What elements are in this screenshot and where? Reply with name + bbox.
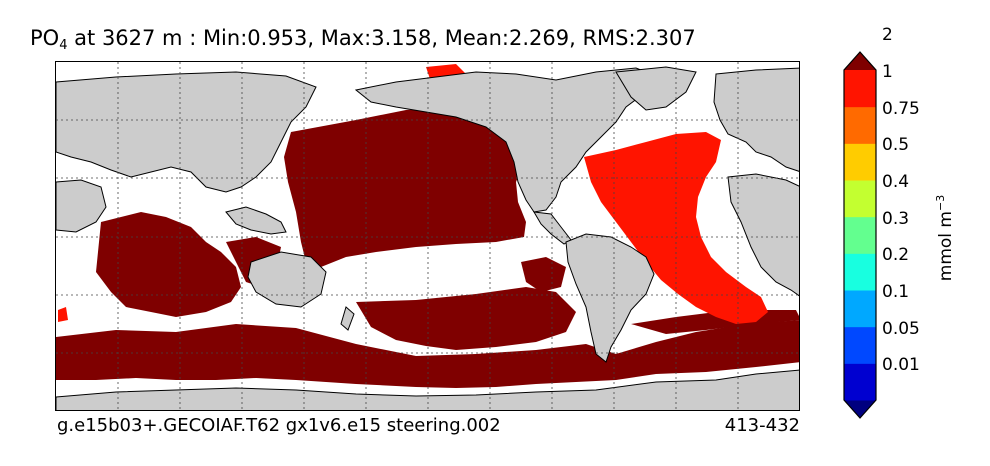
land-new-zealand bbox=[340, 306, 355, 331]
colorbar-tick-label: 0.1 bbox=[882, 282, 910, 302]
land-africa bbox=[727, 173, 799, 297]
indian-ocean-field bbox=[96, 212, 241, 317]
plot-title: PO4 at 3627 m : Min:0.953, Max:3.158, Me… bbox=[30, 26, 696, 53]
colorbar-tick-label: 0.5 bbox=[882, 135, 910, 156]
pacific-field bbox=[284, 107, 536, 267]
land-asia-west bbox=[56, 71, 317, 193]
years-caption: 413-432 bbox=[724, 415, 800, 436]
colorbar-extend-max bbox=[844, 52, 876, 70]
colorbar-band bbox=[844, 326, 876, 364]
land-africa-west bbox=[56, 179, 107, 233]
colorbar-tick-label: 0.75 bbox=[882, 98, 920, 119]
land-south-america bbox=[565, 233, 655, 363]
units-exponent: −3 bbox=[934, 194, 948, 211]
land-maritime-se-asia bbox=[225, 206, 287, 235]
colorbar-tick-label: 0.3 bbox=[882, 208, 910, 229]
colorbar-tick-label: 0.05 bbox=[882, 318, 920, 339]
colorbar-band bbox=[844, 363, 876, 401]
title-variable: PO bbox=[30, 26, 60, 50]
colorbar-band bbox=[844, 143, 876, 181]
colorbar-band bbox=[844, 216, 876, 254]
map-panel bbox=[55, 61, 800, 411]
graticule bbox=[56, 62, 799, 410]
south-pacific-field bbox=[356, 287, 576, 350]
units-text: mmol m bbox=[935, 211, 956, 282]
colorbar-tick-label: 2 bbox=[882, 25, 893, 46]
colorbar-band bbox=[844, 290, 876, 328]
east-pacific-field bbox=[521, 257, 566, 292]
colorbar bbox=[843, 51, 877, 419]
colorbar-bands bbox=[844, 52, 876, 418]
colorbar-tick-label: 0.4 bbox=[882, 172, 910, 192]
colorbar-extend-min bbox=[844, 400, 876, 418]
colorbar-tick-label: 0.2 bbox=[882, 245, 910, 266]
world-map bbox=[56, 62, 799, 410]
title-variable-subscript: 4 bbox=[59, 38, 68, 53]
colorbar-band bbox=[844, 180, 876, 218]
land-antarctica bbox=[56, 369, 799, 410]
colorbar-band bbox=[844, 253, 876, 291]
land-australia bbox=[247, 251, 327, 308]
land-north-america bbox=[354, 67, 657, 213]
title-stats: at 3627 m : Min:0.953, Max:3.158, Mean:2… bbox=[67, 26, 696, 50]
colorbar-tick-label: 1 bbox=[882, 62, 893, 82]
colorbar-outline bbox=[843, 51, 877, 419]
atlantic-edge-field bbox=[58, 307, 68, 322]
case-caption: g.e15b03+.GECOIAF.T62 gx1v6.e15 steering… bbox=[57, 415, 501, 436]
colorbar-band bbox=[844, 70, 876, 108]
colorbar-tick-label: 0.01 bbox=[882, 355, 920, 376]
colorbar-units: mmol m−3 bbox=[934, 195, 956, 281]
colorbar-band bbox=[844, 106, 876, 144]
